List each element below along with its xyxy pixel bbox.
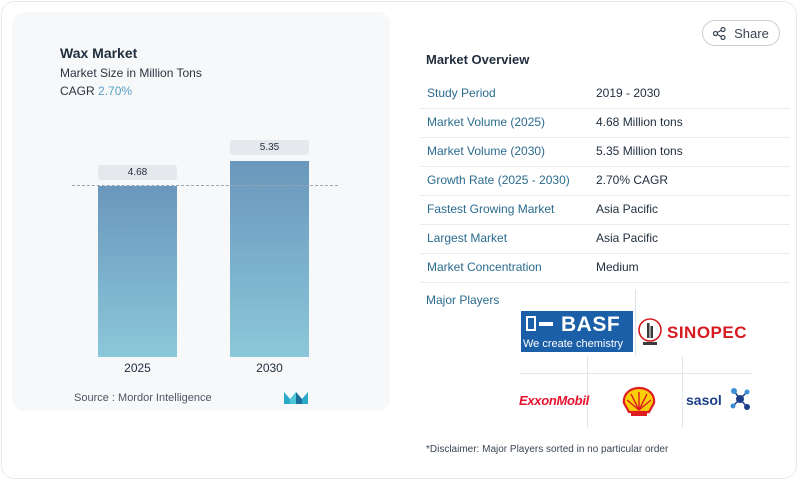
shell-logo-icon <box>622 386 656 416</box>
sinopec-logo: SINOPEC <box>637 318 757 348</box>
bar-2025 <box>98 185 177 357</box>
logo-divider <box>635 290 636 356</box>
shell-logo-box <box>587 356 683 428</box>
overview-row: Market Volume (2025) 4.68 Million tons <box>420 109 790 138</box>
sinopec-emblem-icon <box>638 318 662 345</box>
basf-tagline: We create chemistry <box>523 338 624 350</box>
basf-tagline-bar: We create chemistry <box>521 337 633 352</box>
sasol-molecule-icon <box>730 388 750 410</box>
source-label: Source : <box>74 392 115 404</box>
overview-row: Largest Market Asia Pacific <box>420 225 790 254</box>
basf-logo-bar: BASF <box>521 311 633 337</box>
overview-row-key: Market Volume (2025) <box>427 115 546 129</box>
overview-row-value: Medium <box>596 260 639 274</box>
exxonmobil-logo: ExxonMobil <box>519 392 589 410</box>
sinopec-name: SINOPEC <box>667 323 748 342</box>
chart-subtitle: Market Size in Million Tons <box>60 66 202 80</box>
overview-row-key: Market Volume (2030) <box>427 144 546 158</box>
sasol-name: sasol <box>686 392 722 408</box>
overview-row-value: 2019 - 2030 <box>596 86 661 100</box>
basf-logo: BASF We create chemistry <box>521 297 635 355</box>
share-label: Share <box>734 25 769 41</box>
share-button[interactable]: Share <box>702 20 780 46</box>
source-line: Source : Mordor Intelligence <box>74 392 212 404</box>
overview-row-value: Asia Pacific <box>596 231 659 245</box>
overview-row-value: 2.70% CAGR <box>596 173 669 187</box>
basf-square-icon <box>526 316 536 331</box>
overview-row-key: Market Concentration <box>427 260 542 274</box>
x-tick-label: 2025 <box>124 361 151 375</box>
basf-name: BASF <box>561 313 621 336</box>
chart-card <box>12 12 390 411</box>
mordor-logo-icon <box>284 392 308 404</box>
x-tick-label: 2030 <box>256 361 283 375</box>
exxonmobil-name: ExxonMobil <box>519 393 589 408</box>
overview-row-key: Largest Market <box>427 231 508 245</box>
source-name: Mordor Intelligence <box>118 392 212 404</box>
overview-row: Fastest Growing Market Asia Pacific <box>420 196 790 225</box>
overview-row-key: Growth Rate (2025 - 2030) <box>427 173 570 187</box>
sasol-logo: sasol <box>686 386 752 414</box>
share-icon <box>713 26 726 40</box>
basf-dash-icon <box>539 322 553 326</box>
overview-row: Study Period 2019 - 2030 <box>420 80 790 109</box>
overview-row: Market Concentration Medium <box>420 254 790 283</box>
disclaimer: *Disclaimer: Major Players sorted in no … <box>426 444 669 455</box>
overview-row-key: Fastest Growing Market <box>427 202 555 216</box>
bar-data-label: 4.68 <box>98 164 177 180</box>
cagr-value: 2.70% <box>98 84 133 98</box>
major-players-title: Major Players <box>426 293 500 307</box>
logo-row-divider <box>520 373 752 374</box>
cagr-label: CAGR <box>60 84 95 98</box>
chart-title: Wax Market <box>60 45 138 61</box>
overview-row-value: 5.35 Million tons <box>596 144 683 158</box>
bar-2030 <box>230 161 309 357</box>
overview-title: Market Overview <box>426 52 530 67</box>
overview-row: Market Volume (2030) 5.35 Million tons <box>420 138 790 167</box>
reference-dashed-line <box>72 185 338 186</box>
overview-row-key: Study Period <box>427 86 496 100</box>
overview-row-value: Asia Pacific <box>596 202 659 216</box>
bar-data-label: 5.35 <box>230 140 309 155</box>
overview-row: Growth Rate (2025 - 2030) 2.70% CAGR <box>420 167 790 196</box>
overview-row-value: 4.68 Million tons <box>596 115 683 129</box>
cagr-line: CAGR 2.70% <box>60 84 132 98</box>
